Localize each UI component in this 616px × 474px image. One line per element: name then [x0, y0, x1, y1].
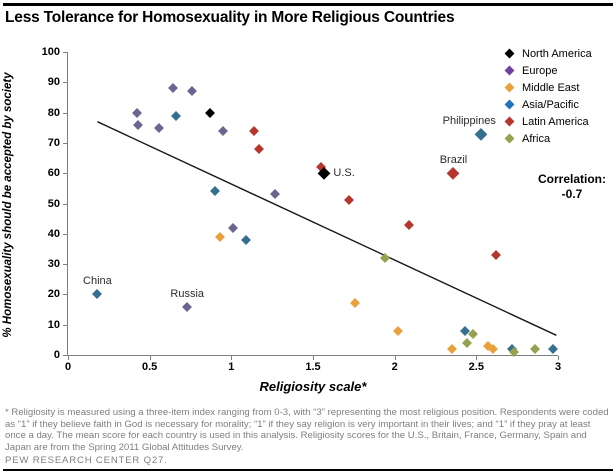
legend-item: Latin America: [504, 113, 592, 130]
x-tick-mark: [68, 356, 69, 360]
x-axis-title: Religiosity scale*: [259, 379, 367, 394]
legend-label: Latin America: [522, 115, 589, 128]
x-tick-mark: [558, 356, 559, 360]
y-tick-label: 10: [47, 318, 60, 331]
legend-item: Africa: [504, 130, 592, 147]
legend-label: North America: [522, 47, 592, 60]
y-axis-line: [67, 52, 68, 356]
x-tick-mark: [149, 356, 151, 360]
y-tick-mark: [63, 112, 67, 114]
legend-diamond-icon: [504, 48, 515, 59]
trend-line: [97, 121, 557, 336]
x-axis-line: [67, 355, 558, 356]
legend-label: Asia/Pacific: [522, 98, 579, 111]
correlation-label: Correlation:: [537, 172, 606, 186]
chart-title: Less Tolerance for Homosexuality in More…: [5, 9, 455, 26]
y-tick-label: 80: [47, 106, 60, 119]
point-label: Brazil: [439, 154, 468, 167]
y-tick-label: 30: [47, 258, 60, 271]
x-tick-label: 3: [554, 361, 562, 373]
y-tick-label: 60: [47, 167, 60, 180]
top-rule: [3, 3, 613, 6]
y-tick-mark: [63, 203, 67, 205]
y-tick-mark: [63, 355, 67, 356]
legend: North America Europe Middle East Asia/Pacif…: [504, 45, 592, 147]
legend-item: Europe: [504, 62, 592, 79]
x-tick-label: 2: [391, 361, 398, 373]
y-tick-mark: [63, 294, 67, 296]
legend-diamond-icon: [504, 116, 515, 127]
source-line: PEW RESEARCH CENTER Q27.: [5, 455, 168, 466]
plot-area: 0 0.5 1 1.5 2 2.5 3 0 10 20 30 40 50 60 70 80 90 100 U.S. R…: [42, 46, 561, 373]
y-tick-mark: [63, 52, 67, 53]
correlation-annotation: Correlation: -0.7: [528, 172, 616, 202]
y-tick-mark: [63, 233, 67, 235]
y-tick-label: 100: [41, 46, 60, 58]
x-tick-mark: [394, 356, 396, 360]
y-tick-label: 40: [47, 227, 60, 240]
point-label: U.S.: [333, 166, 355, 179]
legend-item: Asia/Pacific: [504, 96, 592, 113]
y-tick-mark: [63, 142, 67, 144]
y-tick-mark: [63, 173, 67, 175]
correlation-value: -0.7: [561, 187, 583, 201]
x-tick-label: 1: [228, 361, 235, 373]
point-label: Russia: [170, 287, 205, 300]
y-tick-label: 50: [47, 197, 60, 210]
y-tick-mark: [63, 324, 67, 326]
legend-diamond-icon: [504, 82, 515, 93]
y-tick-label: 70: [47, 136, 60, 149]
footnote: * Religiosity is measured using a three-…: [5, 407, 609, 453]
x-tick-mark: [476, 356, 478, 360]
point-label: China: [83, 275, 112, 288]
y-tick-label: 90: [47, 76, 60, 89]
legend-diamond-icon: [504, 133, 515, 144]
legend-label: Africa: [522, 132, 551, 145]
legend-label: Europe: [522, 64, 558, 77]
legend-diamond-icon: [504, 99, 515, 110]
y-tick-label: 20: [47, 288, 60, 301]
x-tick-label: 0: [64, 361, 72, 373]
x-tick-mark: [231, 356, 233, 360]
y-tick-label: 0: [53, 349, 60, 361]
point-label: Philippines: [442, 114, 496, 127]
y-tick-mark: [63, 82, 67, 84]
legend-item: Middle East: [504, 79, 592, 96]
y-tick-mark: [63, 264, 67, 266]
bottom-rule: [3, 469, 613, 471]
legend-item: North America: [504, 45, 592, 62]
x-tick-mark: [313, 356, 314, 360]
legend-label: Middle East: [522, 81, 580, 94]
x-tick-label: 0.5: [142, 361, 158, 373]
legend-diamond-icon: [504, 65, 515, 76]
x-tick-label: 2.5: [468, 361, 484, 373]
x-tick-label: 1.5: [305, 361, 321, 373]
